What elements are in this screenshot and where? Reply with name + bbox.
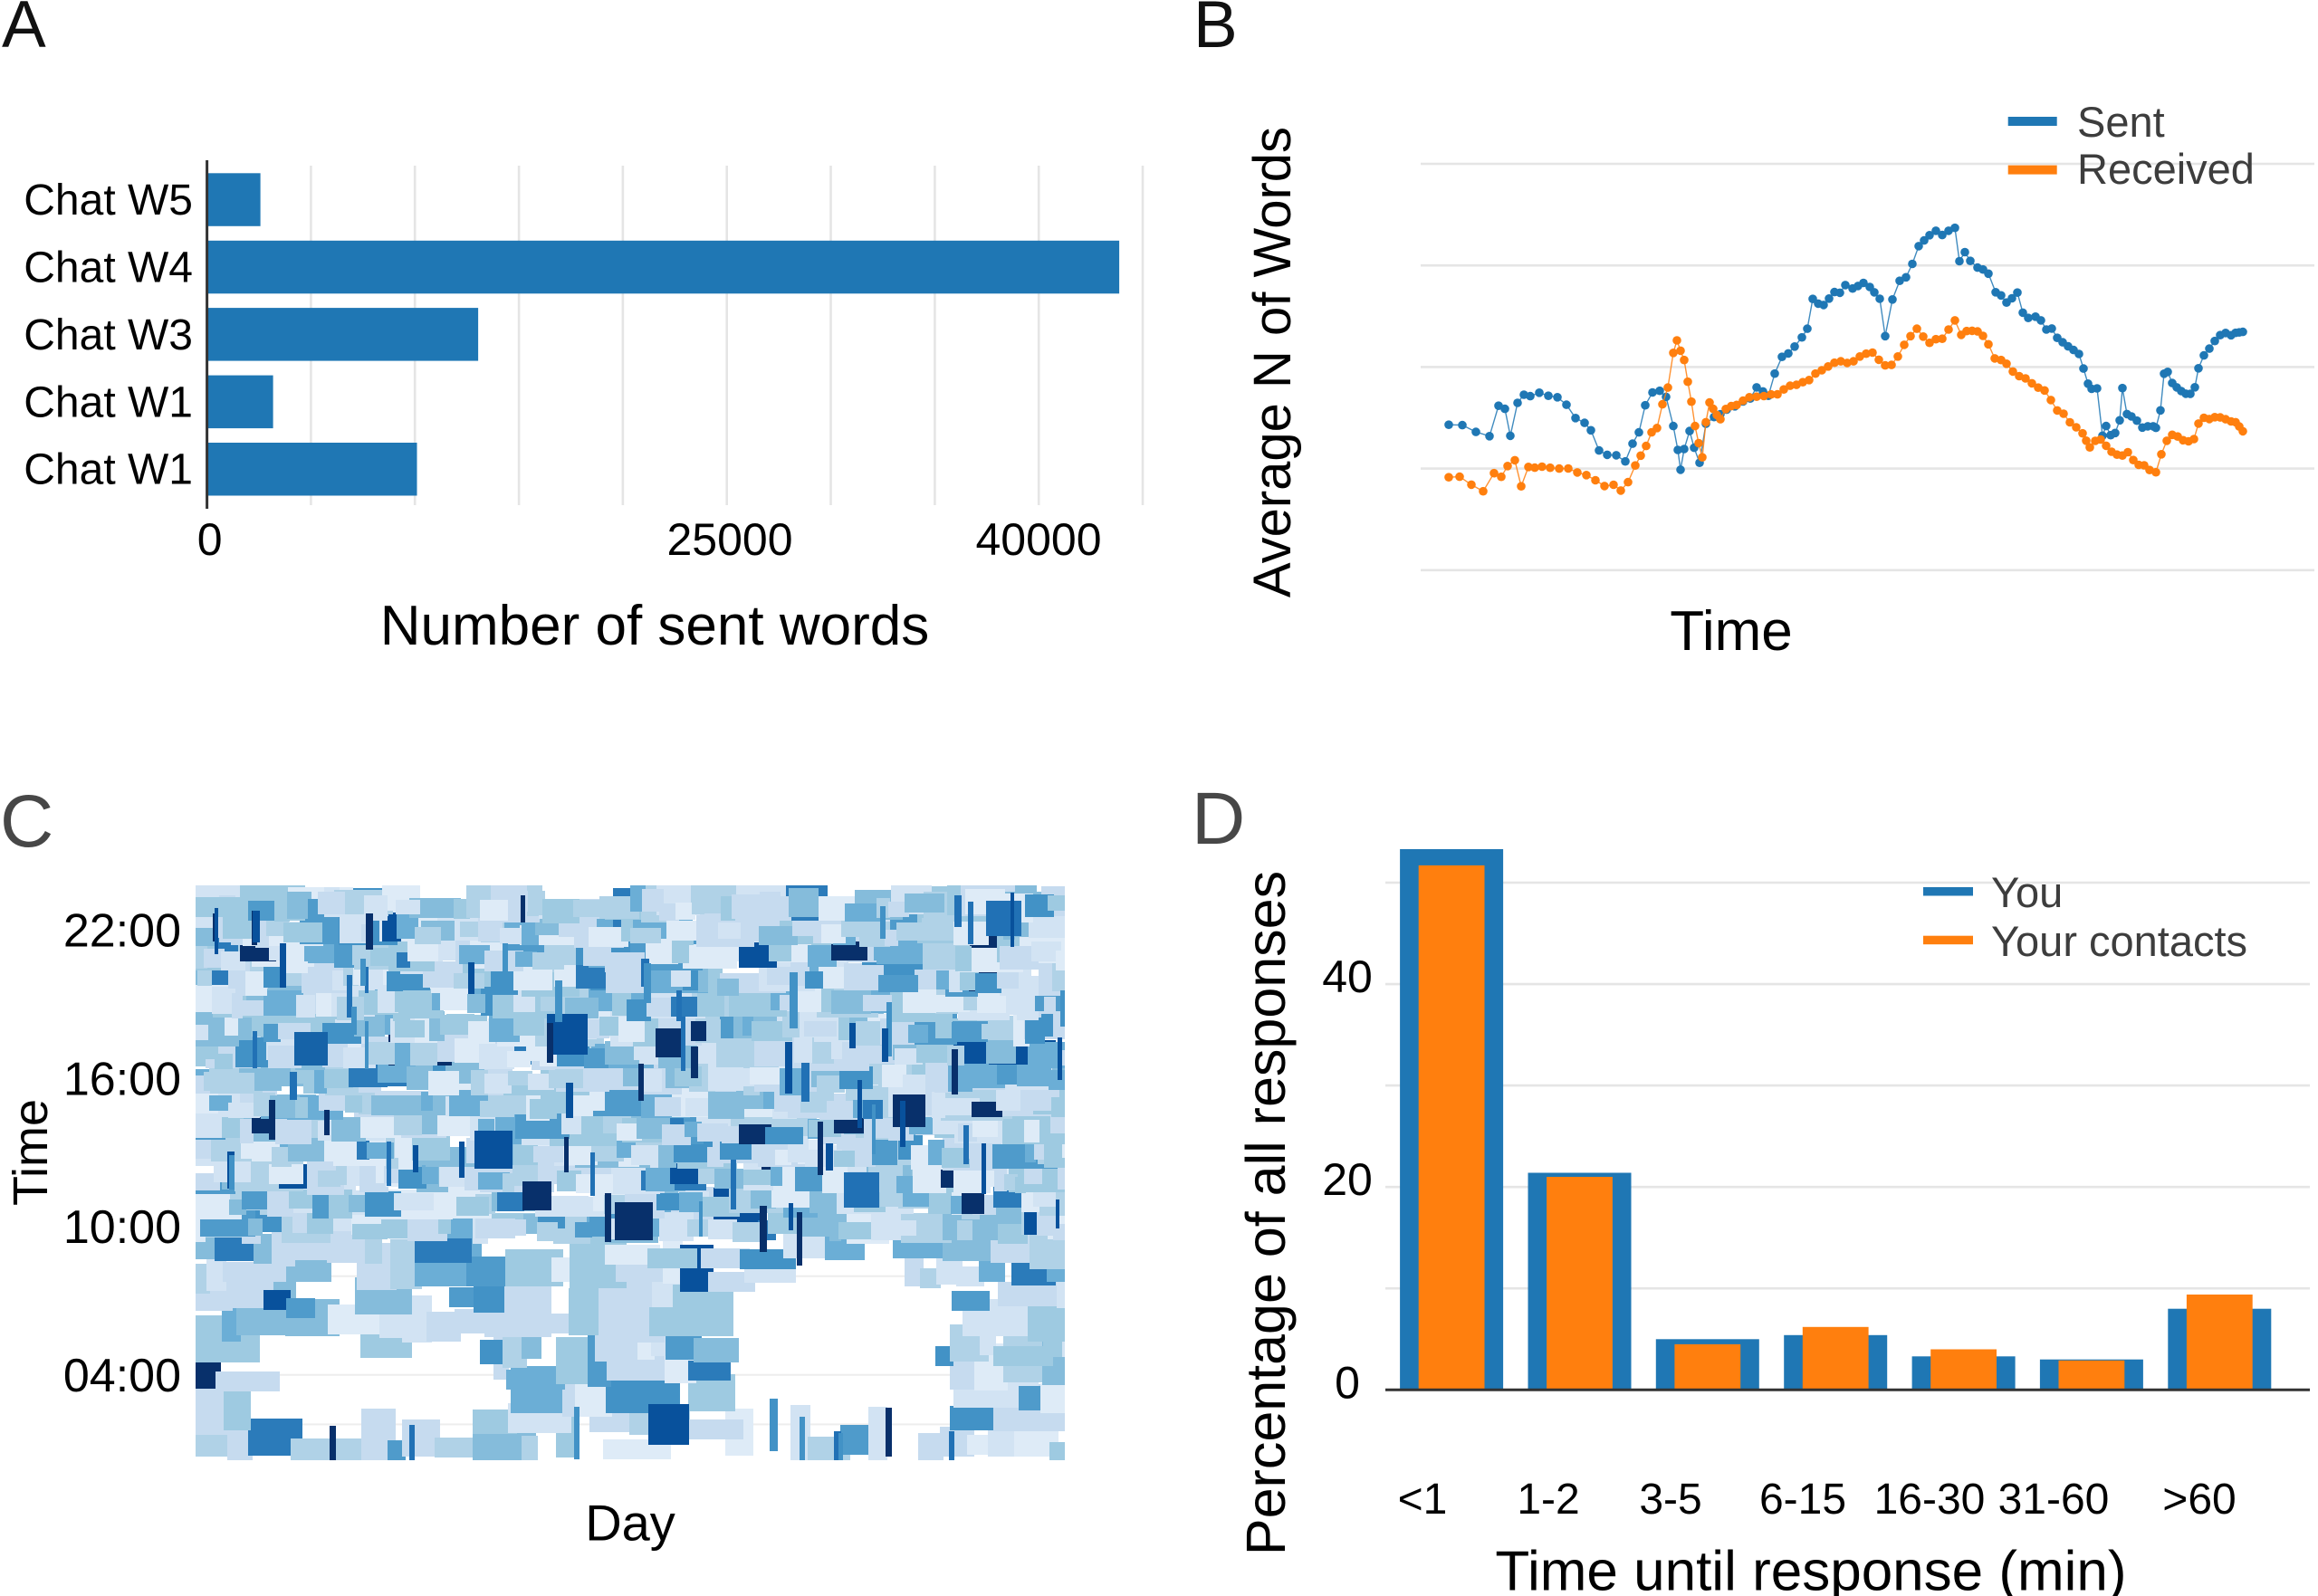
svg-text:Time: Time — [4, 1099, 58, 1206]
svg-text:Percentage of all responses: Percentage of all responses — [1235, 871, 1297, 1555]
svg-text:31-60: 31-60 — [1998, 1476, 2110, 1524]
svg-text:Chat W4: Chat W4 — [24, 244, 193, 292]
svg-text:16-30: 16-30 — [1874, 1476, 1986, 1524]
svg-text:40000: 40000 — [975, 514, 1101, 565]
svg-text:<1: <1 — [1398, 1476, 1448, 1524]
svg-text:Chat W5: Chat W5 — [24, 177, 193, 225]
svg-text:1-2: 1-2 — [1517, 1476, 1579, 1524]
svg-text:D: D — [1192, 778, 1245, 860]
svg-text:Chat W3: Chat W3 — [24, 311, 193, 359]
svg-text:Average N of Words: Average N of Words — [1243, 127, 1302, 597]
svg-text:Chat W1: Chat W1 — [24, 446, 193, 494]
svg-text:04:00: 04:00 — [63, 1350, 181, 1402]
svg-text:Sent: Sent — [2077, 98, 2165, 146]
svg-text:Time until response (min): Time until response (min) — [1495, 1540, 2126, 1596]
svg-text:10:00: 10:00 — [63, 1201, 181, 1254]
svg-text:40: 40 — [1322, 951, 1373, 1002]
svg-text:B: B — [1193, 0, 1238, 62]
svg-text:25000: 25000 — [666, 514, 792, 565]
svg-text:16:00: 16:00 — [63, 1053, 181, 1105]
svg-text:Number of sent words: Number of sent words — [380, 595, 929, 657]
svg-text:0: 0 — [197, 514, 223, 565]
svg-text:Chat W1: Chat W1 — [24, 378, 193, 426]
svg-text:20: 20 — [1322, 1154, 1373, 1205]
svg-text:>60: >60 — [2162, 1476, 2236, 1524]
svg-text:Your contacts: Your contacts — [1991, 917, 2247, 965]
svg-text:Received: Received — [2077, 145, 2255, 193]
svg-text:A: A — [2, 0, 46, 62]
svg-text:C: C — [0, 780, 53, 863]
svg-text:Time: Time — [1670, 600, 1792, 663]
svg-text:0: 0 — [1335, 1357, 1360, 1408]
svg-text:You: You — [1991, 868, 2063, 916]
svg-text:22:00: 22:00 — [63, 905, 181, 958]
svg-text:Day: Day — [585, 1495, 675, 1552]
svg-text:3-5: 3-5 — [1639, 1476, 1701, 1524]
svg-text:6-15: 6-15 — [1759, 1476, 1846, 1524]
